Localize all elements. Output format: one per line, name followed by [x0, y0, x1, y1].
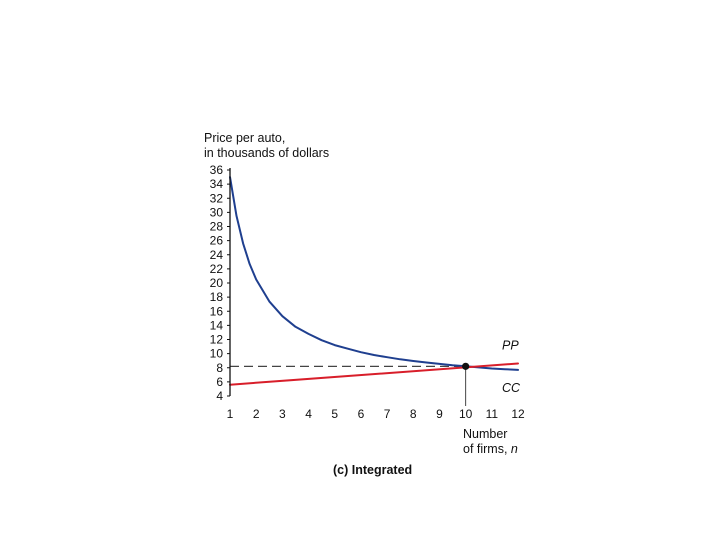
equilibrium-guides	[230, 365, 467, 406]
y-tick-label: 18	[210, 290, 224, 304]
x-tick-label: 4	[305, 407, 312, 421]
chart-caption: (c) Integrated	[333, 463, 412, 477]
y-tick-label: 32	[210, 191, 224, 205]
x-axis-label: Number of firms, n	[463, 427, 518, 456]
x-tick-label: 7	[384, 407, 391, 421]
y-tick-label: 24	[210, 248, 224, 262]
x-tick-label: 8	[410, 407, 417, 421]
x-axis-label-line-1: Number	[463, 427, 507, 441]
y-tick-label: 16	[210, 304, 224, 318]
x-axis-label-text: of firms,	[463, 442, 511, 456]
y-tick-label: 22	[210, 262, 224, 276]
x-tick-label: 2	[253, 407, 260, 421]
y-axis-label-line-2: in thousands of dollars	[204, 146, 329, 160]
series-cc-label: CC	[502, 381, 521, 395]
y-tick-label: 26	[210, 234, 224, 248]
x-tick-label: 5	[331, 407, 338, 421]
y-tick-label: 36	[210, 163, 224, 177]
y-tick-label: 12	[210, 333, 224, 347]
y-tick-label: 4	[216, 389, 223, 403]
series-cc-line	[229, 176, 519, 371]
y-tick-label: 28	[210, 220, 224, 234]
x-tick-label: 3	[279, 407, 286, 421]
y-tick-label: 10	[210, 347, 224, 361]
x-tick-label: 6	[358, 407, 365, 421]
x-tick-label: 1	[227, 407, 234, 421]
y-axis-label: Price per auto, in thousands of dollars	[204, 131, 329, 160]
y-tick-label: 8	[216, 361, 223, 375]
y-tick-label: 34	[210, 177, 224, 191]
x-tick-label: 12	[511, 407, 525, 421]
y-tick-label: 20	[210, 276, 224, 290]
y-tick-label: 14	[210, 318, 224, 332]
series-pp-line	[229, 362, 519, 386]
x-tick-label: 9	[436, 407, 443, 421]
equilibrium-layer	[462, 362, 470, 370]
x-axis-ticks: 1 2 3 4 5 6 7 8 9 10 11 12	[227, 407, 525, 421]
series-layer: CC PP	[229, 176, 521, 395]
x-tick-label: 10	[459, 407, 473, 421]
y-tick-label: 6	[216, 375, 223, 389]
x-axis-label-variable: n	[511, 442, 518, 456]
y-tick-label: 30	[210, 205, 224, 219]
y-axis-label-line-1: Price per auto,	[204, 131, 285, 145]
x-tick-label: 11	[486, 407, 499, 421]
x-axis-label-line-2: of firms, n	[463, 442, 518, 456]
equilibrium-point	[462, 362, 470, 370]
series-pp-label: PP	[502, 339, 519, 353]
